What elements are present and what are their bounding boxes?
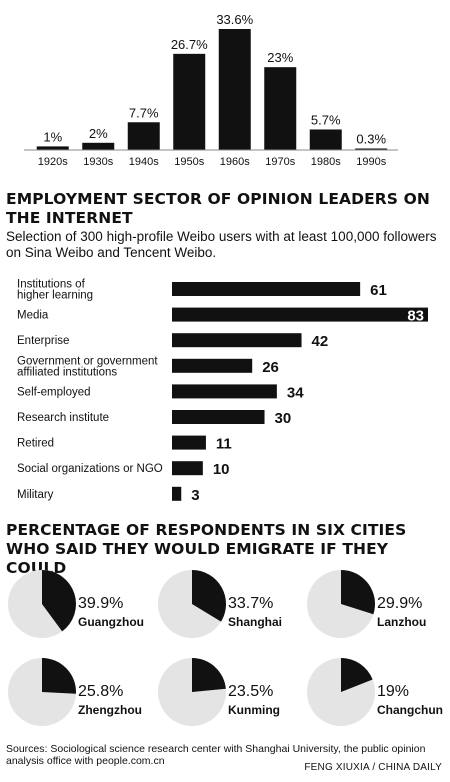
decade-chart-svg: 1% 1920s 2% 1930s 7.7% 1940s 26.7% 1950s 33.6% 19…	[24, 12, 398, 168]
pie-slice-changchun	[341, 658, 373, 692]
decade-tick-label: 1950s	[174, 156, 204, 168]
sector-chart: 61 Institutions of higher learning 83 Media 4…	[0, 272, 450, 508]
pie-slice-lanzhou	[341, 570, 375, 615]
sector-bar	[172, 282, 361, 296]
pie-city-label: Zhengzhou	[78, 703, 142, 717]
pie-value-label: 33.7%	[228, 595, 273, 612]
sector-value-label: 42	[312, 333, 329, 350]
sector-value-label: 10	[213, 461, 230, 478]
sector-value-label: 11	[216, 436, 232, 453]
decade-chart: 1% 1920s 2% 1930s 7.7% 1940s 26.7% 1950s 33.6% 19…	[0, 0, 450, 172]
decade-bar-1990s	[355, 148, 388, 150]
decade-value-label: 5.7%	[311, 112, 341, 127]
sector-bar	[172, 435, 206, 450]
sector-category-label: Institutions of	[17, 279, 86, 291]
sector-category-label: Retired	[17, 438, 54, 450]
sector-bar	[172, 384, 277, 399]
sector-bar	[172, 410, 265, 424]
decade-value-label: 33.6%	[216, 12, 253, 27]
decade-bar-1940s	[127, 122, 160, 150]
emigrate-chart-svg: 39.9% Guangzhou 33.7% Shanghai 29.9% Lanzhou 2…	[8, 570, 443, 726]
sector-chart-subtitle: Selection of 300 high-profile Weibo user…	[6, 229, 437, 260]
sector-value-label: 61	[370, 282, 387, 299]
sector-bar	[172, 333, 302, 348]
sector-bar	[172, 358, 253, 373]
emigrate-chart-title: PERCENTAGE OF RESPONDENTS IN SIX CITIES …	[6, 521, 407, 577]
pie-slice-kunming	[192, 658, 226, 692]
decade-tick-label: 1920s	[38, 156, 68, 168]
pie-city-label: Guangzhou	[78, 615, 144, 629]
pie-value-label: 23.5%	[228, 683, 273, 700]
decade-bar-1980s	[309, 129, 342, 150]
decade-value-label: 1%	[43, 129, 62, 144]
pie-value-label: 29.9%	[377, 595, 422, 612]
sector-bar	[172, 486, 182, 501]
sector-category-label: Government or government	[17, 355, 158, 367]
pie-city-label: Kunming	[228, 703, 280, 717]
sector-value-label: 30	[275, 410, 292, 427]
decade-value-label: 2%	[89, 126, 108, 141]
decade-bar-1930s	[82, 142, 115, 150]
decade-bar-1950s	[173, 53, 206, 150]
pie-value-label: 39.9%	[78, 595, 123, 612]
pie-slice-zhengzhou	[42, 658, 76, 694]
pie-value-label: 25.8%	[78, 683, 123, 700]
sector-bar	[172, 461, 203, 476]
decade-tick-label: 1960s	[220, 156, 250, 168]
decade-tick-label: 1980s	[311, 156, 341, 168]
sector-category-label: higher learning	[17, 290, 93, 302]
sector-category-label: Research institute	[17, 412, 109, 424]
pie-city-label: Shanghai	[228, 615, 282, 629]
sector-category-label: Social organizations or NGO	[17, 463, 163, 475]
decade-tick-label: 1930s	[83, 156, 113, 168]
sector-chart-title: EMPLOYMENT SECTOR OF OPINION LEADERS ON …	[6, 190, 430, 227]
sector-category-label: affiliated institutions	[17, 366, 117, 378]
sector-value-label: 3	[191, 487, 199, 504]
sector-value-label: 26	[262, 359, 279, 376]
decade-tick-label: 1970s	[265, 156, 295, 168]
pie-value-label: 19%	[377, 683, 409, 700]
decade-tick-label: 1990s	[356, 156, 386, 168]
sources-note: Sources: Sociological science research c…	[6, 743, 426, 767]
pie-city-label: Changchun	[377, 703, 443, 717]
pie-slice-shanghai	[192, 570, 226, 622]
decade-tick-label: 1940s	[129, 156, 159, 168]
sector-value-label: 34	[287, 384, 304, 401]
decade-value-label: 0.3%	[356, 132, 386, 147]
emigrate-chart: 39.9% Guangzhou 33.7% Shanghai 29.9% Lanzhou 2…	[0, 568, 450, 740]
pie-city-label: Lanzhou	[377, 615, 426, 629]
credit-line: FENG XIUXIA / CHINA DAILY	[304, 762, 442, 773]
sector-category-label: Enterprise	[17, 335, 69, 347]
decade-bar-1960s	[218, 29, 251, 150]
decade-value-label: 7.7%	[129, 105, 159, 120]
decade-bar-1970s	[264, 67, 297, 150]
sector-category-label: Military	[17, 489, 54, 501]
decade-value-label: 26.7%	[171, 37, 208, 52]
sector-category-label: Media	[17, 310, 49, 322]
sector-value-label: 83	[407, 308, 424, 325]
sector-category-label: Self-employed	[17, 386, 91, 398]
decade-value-label: 23%	[267, 50, 293, 65]
sector-bar	[172, 307, 428, 322]
decade-bar-1920s	[36, 146, 69, 150]
pie-slice-guangzhou	[42, 570, 76, 632]
